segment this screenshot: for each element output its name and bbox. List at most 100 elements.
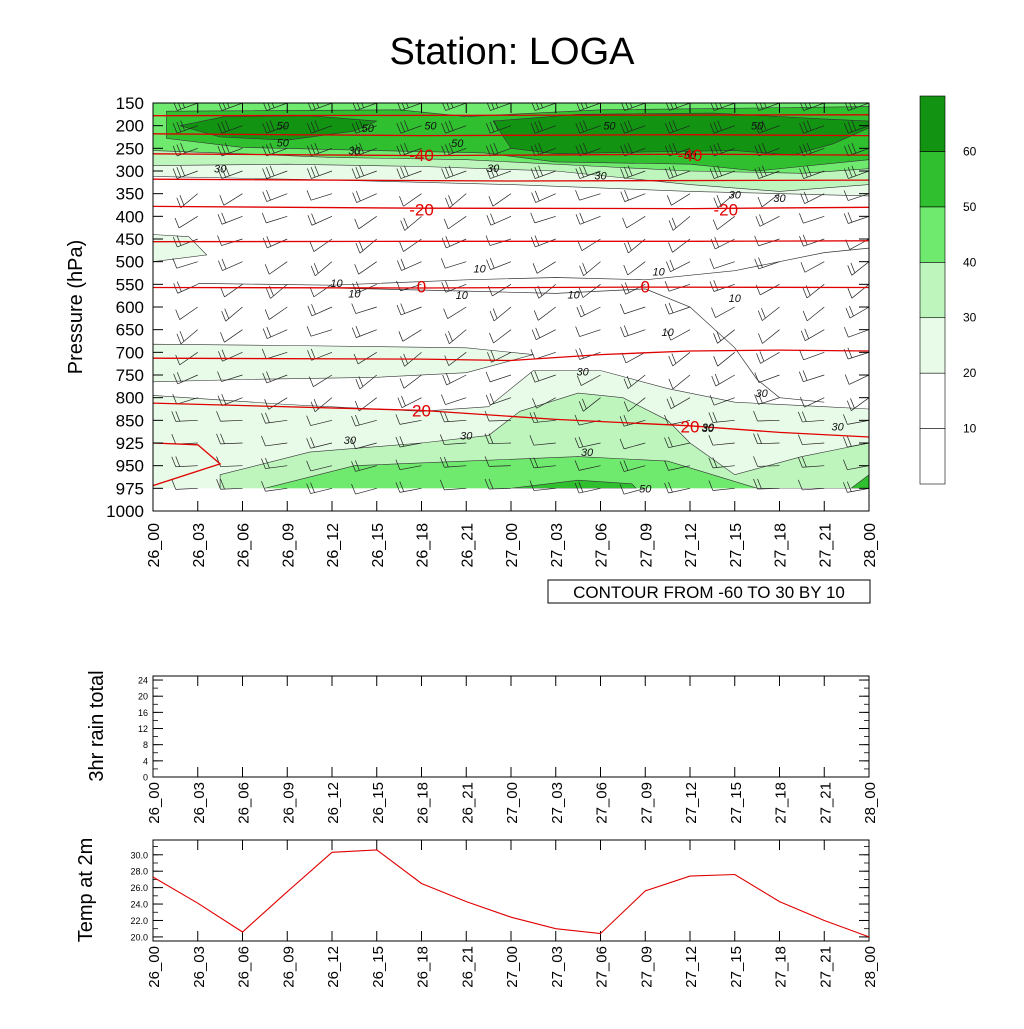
wind-barb xyxy=(799,120,825,134)
wind-barb xyxy=(261,435,288,447)
wind-barb xyxy=(619,460,646,472)
wind-speed-contour-label: 10 xyxy=(456,290,469,302)
contour-info-box xyxy=(547,579,871,604)
wind-barb xyxy=(753,433,780,445)
temperature-contour-label: -20 xyxy=(714,201,739,220)
x-tick-label: 26_18 xyxy=(415,946,432,988)
y-tick-label: 24 xyxy=(138,676,148,686)
wind-speed-contour-label: 30 xyxy=(487,163,500,175)
wind-barb xyxy=(664,482,691,494)
wind-barb xyxy=(666,259,691,272)
wind-barb xyxy=(711,306,735,318)
wind-barb xyxy=(396,120,422,134)
wind-barb xyxy=(575,348,601,360)
x-tick-label: 27_00 xyxy=(504,782,521,824)
wind-barb xyxy=(710,103,735,111)
wind-barb xyxy=(396,303,422,316)
wind-barb xyxy=(531,190,556,203)
wind-barb xyxy=(843,481,869,493)
wind-barb xyxy=(262,371,288,384)
pressure-tick-label: 200 xyxy=(116,117,144,136)
pressure-tick-label: 800 xyxy=(116,389,144,408)
wind-barb xyxy=(664,281,691,292)
wind-barb xyxy=(709,280,735,292)
wind-barb xyxy=(754,165,780,179)
temperature-isotherm xyxy=(153,402,869,438)
wind-barb xyxy=(218,258,243,271)
x-tick-label: 27_06 xyxy=(594,946,611,988)
wind-barb xyxy=(352,103,377,111)
wind-barb xyxy=(484,410,512,422)
wind-barb xyxy=(351,303,377,314)
temperature-contour-label: 20 xyxy=(681,417,700,436)
colorbar-segment xyxy=(919,428,946,485)
wind-barb xyxy=(309,374,333,387)
wind-barb xyxy=(847,284,869,299)
wind-barb xyxy=(262,120,288,134)
wind-barb xyxy=(264,306,288,320)
wind-barb xyxy=(845,305,869,319)
colorbar-tick-label: 20 xyxy=(963,366,977,380)
wind-barb xyxy=(709,120,735,134)
wind-barb xyxy=(220,329,243,343)
wind-barb xyxy=(575,190,601,201)
wind-barb xyxy=(530,165,556,179)
temperature-isotherm xyxy=(153,205,869,210)
wind-barb xyxy=(172,165,198,179)
wind-barb xyxy=(529,480,556,491)
wind-barb xyxy=(309,284,333,298)
temp2m-axis-label: Temp at 2m xyxy=(75,838,97,942)
time-tick-label: 26_12 xyxy=(325,523,342,568)
colorbar-segment xyxy=(919,151,946,208)
wind-barb xyxy=(216,433,243,445)
temp2m-axes: 20.0 22.0 24.0 26.0 28.0 30.0 26_00 26_03 26_06 2… xyxy=(130,840,879,988)
x-tick-label: 26_21 xyxy=(459,946,476,988)
wind-speed-contour-label: 10 xyxy=(662,327,675,339)
wind-barb xyxy=(486,258,512,270)
wind-barb xyxy=(216,478,243,490)
wind-barb xyxy=(264,261,288,275)
wind-barb xyxy=(530,120,556,134)
y-tick-label: 0 xyxy=(143,773,148,783)
wind-barb xyxy=(173,103,198,111)
wind-barb xyxy=(710,237,735,250)
wind-barb xyxy=(355,374,377,390)
wind-barb xyxy=(395,459,422,471)
x-tick-label: 27_15 xyxy=(728,946,745,988)
wind-barb xyxy=(622,216,646,229)
wind-barb xyxy=(441,236,467,249)
wind-barb xyxy=(623,374,646,389)
wind-barb xyxy=(575,326,601,337)
x-tick-label: 27_18 xyxy=(773,946,790,988)
wind-barb xyxy=(575,120,601,134)
wind-barb xyxy=(397,103,422,111)
wind-barb xyxy=(576,374,601,386)
temperature-isotherm xyxy=(153,178,869,182)
time-tick-label: 27_09 xyxy=(638,523,655,568)
wind-barb xyxy=(354,216,377,230)
x-tick-label: 26_12 xyxy=(325,946,342,988)
y-tick-label: 22.0 xyxy=(130,916,148,926)
wind-barb xyxy=(755,103,780,111)
y-tick-label: 28.0 xyxy=(130,867,148,877)
pressure-tick-label: 250 xyxy=(116,139,144,158)
wind-barb xyxy=(843,414,869,425)
wind-barb xyxy=(352,190,377,203)
wind-barb xyxy=(708,435,735,446)
wind-barb xyxy=(486,120,512,134)
wind-barb xyxy=(753,456,780,467)
wind-speed-contour-label: 30 xyxy=(773,193,786,205)
wind-barb xyxy=(800,328,825,342)
wind-barb xyxy=(489,306,512,322)
pressure-tick-label: 400 xyxy=(116,207,144,226)
wind-barb xyxy=(439,411,467,423)
pressure-tick-label: 650 xyxy=(116,321,144,340)
temp2m-frame xyxy=(152,839,870,942)
wind-barb xyxy=(398,329,422,342)
time-tick-label: 27_15 xyxy=(728,523,745,568)
pressure-tick-label: 500 xyxy=(116,253,144,272)
time-tick-label: 26_06 xyxy=(236,523,253,568)
wind-barb xyxy=(844,103,869,111)
